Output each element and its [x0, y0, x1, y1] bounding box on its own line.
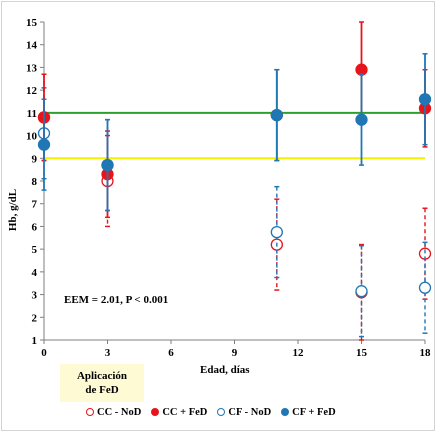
legend-label-cc-fed: CC + FeD: [162, 406, 208, 418]
legend-label-cf-fed: CF + FeD: [292, 406, 336, 418]
y-axis-title: Hb, g/dL: [6, 180, 20, 240]
y-tick-label: 15: [26, 17, 38, 29]
legend-marker-cf-fed: [281, 408, 290, 416]
y-tick-label: 7: [32, 199, 38, 211]
y-tick-label: 9: [32, 153, 38, 165]
y-axis-title-text: Hb, g/dL: [7, 188, 19, 232]
y-tick-label: 1: [32, 335, 38, 347]
x-tick-label: 0: [41, 347, 47, 359]
legend-label-cc-nod: CC - NoD: [97, 406, 142, 418]
x-tick-label: 6: [168, 347, 174, 359]
point-cf-fed: [37, 138, 51, 151]
x-tick-label: 3: [105, 347, 111, 359]
y-tick-label: 14: [26, 40, 38, 52]
y-tick-label: 3: [32, 290, 38, 302]
application-note-line2: de FeD: [85, 384, 119, 396]
legend-item-cc-fed: CC + FeD: [151, 407, 207, 418]
y-tick-label: 6: [32, 221, 38, 233]
legend-marker-cf-nod: [217, 408, 226, 416]
stats-annotation: EEM = 2.01, P < 0.001: [64, 294, 169, 306]
y-tick-label: 11: [27, 108, 37, 120]
y-tick-label: 10: [26, 131, 38, 143]
point-cf-nod: [270, 225, 283, 239]
y-tick-label: 8: [32, 176, 38, 188]
point-cf-nod: [355, 285, 368, 298]
y-tick-label: 5: [32, 244, 38, 256]
point-cf-fed: [270, 108, 283, 122]
x-axis-title: Edad, días: [200, 364, 250, 376]
y-tick-label: 13: [26, 62, 38, 74]
x-tick-label: 15: [356, 347, 368, 359]
application-note: Aplicación de FeD: [60, 364, 144, 402]
y-tick-label: 4: [32, 267, 38, 279]
legend: CC - NoD CC + FeD CF - NoD CF + FeD: [86, 404, 386, 420]
legend-item-cf-nod: CF - NoD: [217, 407, 271, 418]
x-tick-label: 9: [232, 347, 238, 359]
point-cf-fed: [101, 158, 114, 172]
x-tick-label: 18: [420, 347, 432, 359]
point-cf-nod: [418, 281, 432, 294]
legend-item-cc-nod: CC - NoD: [86, 407, 141, 418]
legend-marker-cc-fed: [151, 408, 160, 416]
point-cf-fed: [355, 113, 368, 126]
y-tick-label: 12: [26, 85, 38, 97]
x-tick-label: 12: [293, 347, 305, 359]
application-note-line1: Aplicación: [76, 370, 128, 382]
point-cf-fed: [418, 93, 432, 106]
legend-item-cf-fed: CF + FeD: [281, 407, 336, 418]
legend-label-cf-nod: CF - NoD: [228, 406, 272, 418]
y-tick-label: 2: [32, 312, 38, 324]
legend-marker-cc-nod: [86, 408, 94, 416]
